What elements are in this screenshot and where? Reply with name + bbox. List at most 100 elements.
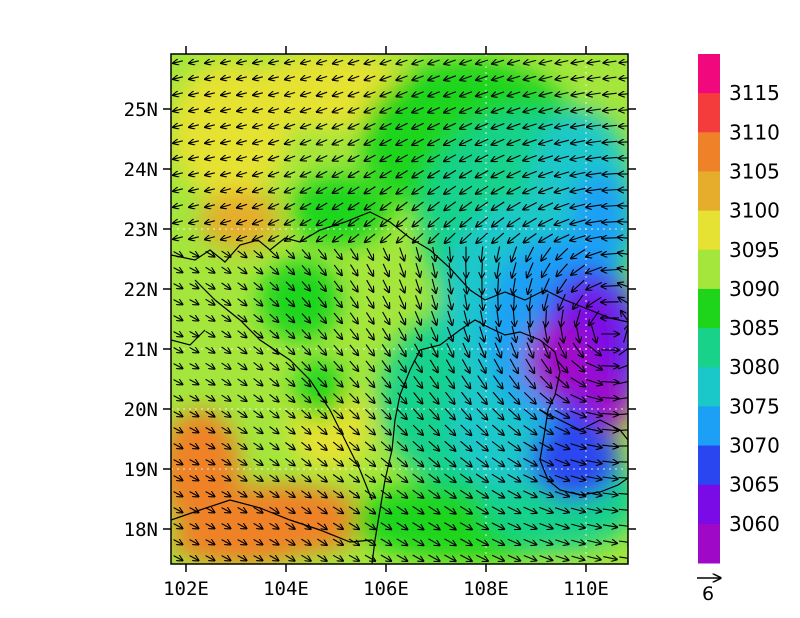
wind-arrow [349, 138, 360, 144]
wind-arrow [588, 77, 601, 79]
wind-arrow [430, 327, 437, 340]
lon-tick-label: 102E [163, 578, 209, 600]
wind-arrow [349, 409, 358, 419]
wind-arrow [205, 428, 215, 433]
wind-arrow [496, 246, 499, 262]
wind-arrow [555, 507, 569, 513]
wind-arrow [481, 294, 483, 309]
colorbar-level-label: 3085 [729, 316, 780, 340]
wind-vectors [173, 60, 628, 561]
wind-arrow [428, 185, 441, 194]
wind-arrow [317, 554, 326, 561]
wind-arrow [554, 458, 569, 465]
wind-arrow [301, 92, 312, 95]
wind-arrow [349, 76, 360, 80]
wind-arrow [221, 508, 231, 513]
wind-arrow [476, 232, 488, 243]
wind-arrow [523, 408, 536, 419]
wind-arrow [444, 169, 457, 177]
wind-arrow [205, 221, 216, 224]
wind-arrow [444, 489, 455, 498]
wind-arrow [556, 77, 569, 80]
wind-arrow [618, 206, 628, 207]
wind-arrow [396, 522, 408, 530]
wind-arrow [285, 506, 294, 513]
wind-arrow [380, 457, 391, 466]
wind-arrow [365, 201, 376, 209]
colorbar-level-label: 3095 [729, 238, 780, 262]
wind-arrow [571, 264, 586, 275]
wind-arrow [253, 313, 263, 321]
wind-arrow [412, 457, 423, 467]
wind-arrow [253, 93, 263, 95]
wind-arrow [173, 508, 183, 513]
wind-arrow [301, 249, 310, 259]
wind-arrow [492, 107, 505, 113]
wind-arrow [237, 236, 248, 240]
lat-tick-marks [163, 108, 636, 530]
wind-arrow [317, 425, 327, 434]
wind-arrow [555, 540, 568, 544]
wind-arrow [380, 522, 391, 530]
wind-arrow [173, 348, 183, 353]
wind-arrow [317, 186, 328, 193]
wind-arrow [573, 294, 584, 309]
wind-arrow [444, 408, 455, 420]
wind-arrow [237, 298, 247, 306]
wind-arrow [396, 538, 408, 545]
wind-arrow [189, 141, 199, 143]
wind-arrow [602, 206, 618, 207]
wind-arrow [585, 412, 602, 416]
wind-arrow [539, 506, 552, 512]
wind-arrow [570, 394, 586, 402]
wind-arrow [173, 93, 183, 95]
wind-arrow [301, 377, 311, 386]
wind-arrow [398, 295, 405, 309]
wind-arrow [301, 554, 310, 561]
wind-arrow [476, 92, 489, 96]
wind-arrow [494, 342, 501, 358]
wind-arrow [285, 77, 296, 80]
wind-arrow [237, 524, 247, 529]
wind-arrow [349, 376, 359, 387]
wind-arrow [364, 538, 375, 545]
wind-arrow [493, 358, 502, 373]
wind-arrow [301, 77, 312, 80]
wind-arrow [523, 554, 536, 561]
wind-arrow [205, 540, 215, 545]
wind-arrow [189, 221, 199, 223]
wind-arrow [412, 554, 424, 561]
wind-arrow [618, 493, 628, 494]
wind-arrow [317, 393, 327, 403]
wind-arrow [253, 77, 263, 79]
wind-arrow [412, 170, 424, 178]
wind-arrow [317, 140, 328, 145]
wind-arrow [301, 108, 312, 112]
wind-arrow [333, 360, 343, 370]
wind-arrow [349, 280, 357, 292]
wind-arrow [396, 138, 408, 145]
wind-arrow [465, 294, 468, 310]
wind-arrow [366, 263, 373, 276]
wind-arrow [381, 217, 392, 226]
colorbar-swatch [698, 523, 720, 564]
wind-arrow [348, 554, 359, 561]
wind-arrow [269, 109, 280, 112]
wind-arrow [173, 524, 183, 529]
wind-arrow [365, 392, 375, 403]
wind-arrow [285, 188, 296, 193]
wind-arrow [381, 408, 390, 419]
wind-arrow [285, 124, 296, 128]
wind-arrow [397, 217, 408, 227]
wind-arrow [444, 473, 456, 482]
wind-arrow [507, 538, 520, 545]
wind-arrow [602, 461, 617, 463]
wind-arrow [540, 358, 550, 373]
wind-arrow [460, 457, 471, 467]
wind-arrow [444, 60, 456, 64]
wind-arrow [189, 93, 199, 95]
wind-arrow [285, 442, 294, 450]
wind-arrow [173, 444, 183, 449]
wind-arrow [301, 393, 311, 402]
wind-arrow [444, 201, 457, 210]
